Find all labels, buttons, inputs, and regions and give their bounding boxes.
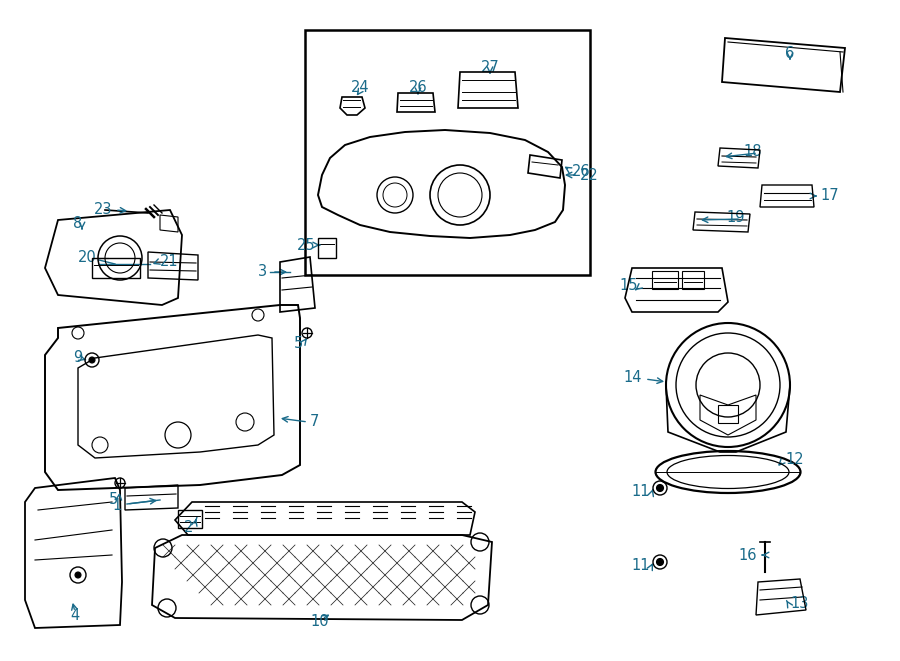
Text: 3: 3 <box>258 264 267 278</box>
Text: 12: 12 <box>785 453 804 467</box>
Text: 25: 25 <box>296 237 315 253</box>
Text: 2: 2 <box>184 520 193 535</box>
Text: 11: 11 <box>632 485 650 500</box>
Text: 20: 20 <box>78 251 97 266</box>
Circle shape <box>656 559 663 566</box>
Text: 10: 10 <box>310 615 329 629</box>
Text: 1: 1 <box>112 498 122 512</box>
Text: 26: 26 <box>572 165 590 180</box>
Bar <box>652 271 678 289</box>
Text: 21: 21 <box>160 254 178 270</box>
Text: 26: 26 <box>409 79 428 95</box>
Text: 18: 18 <box>743 145 762 159</box>
Text: 15: 15 <box>619 278 638 293</box>
Text: 8: 8 <box>73 215 82 231</box>
Text: 22: 22 <box>580 167 598 182</box>
Text: 13: 13 <box>790 596 808 611</box>
Text: 17: 17 <box>820 188 839 204</box>
Text: 4: 4 <box>70 607 79 623</box>
Text: 9: 9 <box>73 350 82 366</box>
Bar <box>718 405 738 423</box>
Text: 23: 23 <box>94 202 112 217</box>
Circle shape <box>89 357 95 363</box>
Circle shape <box>75 572 81 578</box>
Text: 14: 14 <box>624 371 642 385</box>
Text: 5: 5 <box>293 336 303 350</box>
Text: 11: 11 <box>632 557 650 572</box>
Text: 5: 5 <box>109 492 118 508</box>
Text: 16: 16 <box>739 547 757 563</box>
Text: 7: 7 <box>310 414 320 430</box>
Bar <box>682 271 704 289</box>
Bar <box>305 30 590 275</box>
Text: 19: 19 <box>726 210 745 225</box>
Text: 24: 24 <box>351 81 369 95</box>
Text: 27: 27 <box>481 59 500 75</box>
Circle shape <box>656 485 663 492</box>
Text: 6: 6 <box>786 46 795 61</box>
